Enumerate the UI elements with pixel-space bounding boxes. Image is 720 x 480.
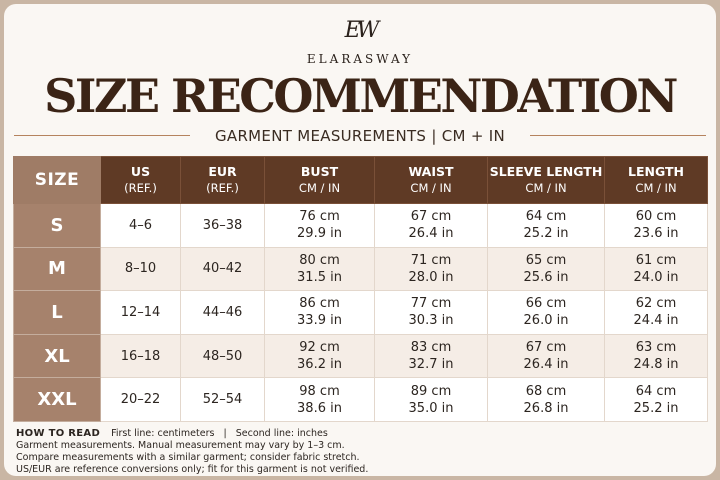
divider-left (14, 135, 190, 136)
bust-cell: 80 cm 31.5 in (264, 246, 375, 292)
second-line-note: Second line: inches (235, 428, 328, 439)
size-label: XXL (13, 377, 101, 422)
column-header-length: LENGTH CM / IN (604, 156, 708, 204)
waist-cell: 67 cm 26.4 in (374, 203, 488, 248)
us-size-cell: 12–14 (100, 290, 181, 335)
size-label: XL (13, 333, 101, 379)
eur-size-cell: 48–50 (180, 333, 265, 379)
sleeve-length-cell: 65 cm 25.6 in (487, 246, 605, 292)
table-row-xxl: XXL 20–22 52–54 98 cm 38.6 in 89 cm 35.0 i… (13, 377, 708, 422)
us-size-cell: 16–18 (100, 333, 181, 379)
table-row-s: S 4–6 36–38 76 cm 29.9 in 67 cm 26.4 in 64… (13, 203, 708, 248)
sleeve-length-cell: 68 cm 26.8 in (487, 377, 605, 422)
column-header-bust: BUST CM / IN (264, 156, 375, 204)
us-size-cell: 4–6 (100, 203, 181, 248)
length-cell: 63 cm 24.8 in (604, 333, 708, 379)
sleeve-length-cell: 66 cm 26.0 in (487, 290, 605, 335)
size-label: L (13, 290, 101, 335)
bust-cell: 92 cm 36.2 in (264, 333, 375, 379)
note-line: US/EUR are reference conversions only; f… (16, 464, 369, 475)
note-line: Compare measurements with a similar garm… (16, 452, 360, 463)
column-header-eur: EUR (REF.) (180, 156, 265, 204)
table-header-row: SIZE US (REF.) EUR (REF.) BUST CM / IN WAIS… (13, 156, 708, 204)
page-title: SIZE RECOMMENDATION (44, 69, 678, 123)
size-table: SIZE US (REF.) EUR (REF.) BUST CM / IN WAIS… (13, 156, 708, 422)
how-to-read-notes: HOW TO READ First line: centimeters | Se… (16, 428, 706, 476)
us-size-cell: 20–22 (100, 377, 181, 422)
note-line: Garment measurements. Manual measurement… (16, 440, 345, 451)
us-size-cell: 8–10 (100, 246, 181, 292)
note-separator: | (223, 428, 227, 439)
how-to-read-header: HOW TO READ First line: centimeters | Se… (16, 428, 706, 440)
subtitle-row: GARMENT MEASUREMENTS | CM + IN (4, 125, 716, 147)
bust-cell: 76 cm 29.9 in (264, 203, 375, 248)
column-header-sleeve-length: SLEEVE LENGTH CM / IN (487, 156, 605, 204)
size-label: M (13, 246, 101, 292)
eur-size-cell: 44–46 (180, 290, 265, 335)
table-row-xl: XL 16–18 48–50 92 cm 36.2 in 83 cm 32.7 in… (13, 333, 708, 379)
waist-cell: 71 cm 28.0 in (374, 246, 488, 292)
waist-cell: 89 cm 35.0 in (374, 377, 488, 422)
column-header-size: SIZE (13, 156, 101, 204)
length-cell: 62 cm 24.4 in (604, 290, 708, 335)
first-line-note: First line: centimeters (111, 428, 215, 439)
brand-name: ELARASWAY (306, 52, 414, 66)
bust-cell: 98 cm 38.6 in (264, 377, 375, 422)
waist-cell: 83 cm 32.7 in (374, 333, 488, 379)
size-chart-card: EW ELARASWAY SIZE RECOMMENDATION GARMENT… (4, 4, 716, 476)
table-row-m: M 8–10 40–42 80 cm 31.5 in 71 cm 28.0 in 6… (13, 246, 708, 292)
column-header-us: US (REF.) (100, 156, 181, 204)
length-cell: 60 cm 23.6 in (604, 203, 708, 248)
brand-monogram-logo: EW (344, 18, 380, 43)
subtitle: GARMENT MEASUREMENTS | CM + IN (214, 127, 506, 145)
size-label: S (13, 203, 101, 248)
how-to-read-title: HOW TO READ (16, 428, 101, 439)
divider-right (530, 135, 706, 136)
length-cell: 61 cm 24.0 in (604, 246, 708, 292)
waist-cell: 77 cm 30.3 in (374, 290, 488, 335)
sleeve-length-cell: 67 cm 26.4 in (487, 333, 605, 379)
length-cell: 64 cm 25.2 in (604, 377, 708, 422)
table-row-l: L 12–14 44–46 86 cm 33.9 in 77 cm 30.3 in … (13, 290, 708, 335)
eur-size-cell: 52–54 (180, 377, 265, 422)
bust-cell: 86 cm 33.9 in (264, 290, 375, 335)
eur-size-cell: 36–38 (180, 203, 265, 248)
sleeve-length-cell: 64 cm 25.2 in (487, 203, 605, 248)
eur-size-cell: 40–42 (180, 246, 265, 292)
column-header-waist: WAIST CM / IN (374, 156, 488, 204)
